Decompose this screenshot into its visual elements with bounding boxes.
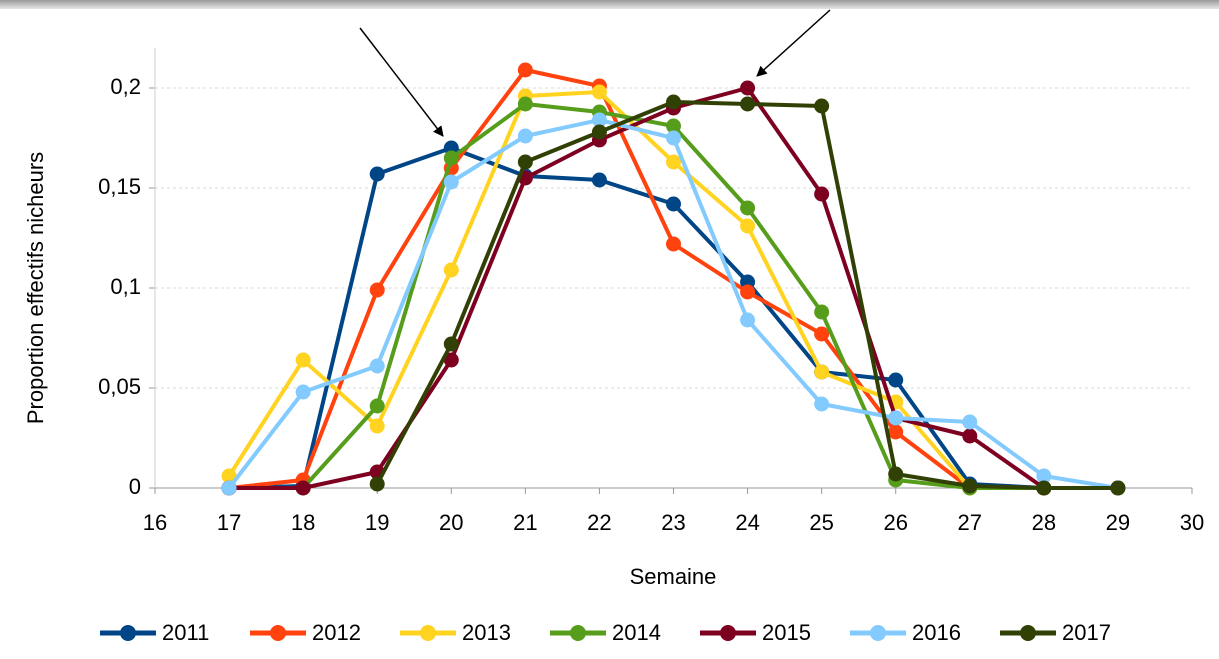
data-point: [740, 218, 756, 234]
x-tick-label: 18: [291, 510, 315, 535]
legend-label: 2011: [162, 620, 209, 645]
data-point: [666, 130, 681, 146]
data-point: [888, 424, 904, 440]
x-tick-label: 19: [365, 510, 389, 535]
data-point: [369, 476, 385, 492]
x-tick-label: 28: [1032, 510, 1056, 535]
x-tick-label: 22: [587, 510, 611, 535]
arrow: [359, 27, 444, 137]
data-point: [740, 200, 756, 216]
y-axis-label: Proportion effectifs nicheurs: [23, 152, 48, 424]
legend-label: 2012: [312, 620, 361, 645]
y-tick-label: 0,2: [110, 74, 141, 99]
data-point: [740, 284, 756, 300]
data-point: [443, 174, 459, 190]
legend-marker: [870, 625, 886, 641]
legend-label: 2013: [462, 620, 511, 645]
data-point: [814, 98, 830, 114]
data-point: [517, 96, 533, 112]
data-point: [962, 478, 978, 494]
data-point: [517, 62, 533, 78]
x-tick-label: 21: [513, 510, 537, 535]
data-point: [1036, 468, 1052, 484]
legend-label: 2014: [612, 620, 661, 645]
legend-marker: [270, 625, 286, 641]
data-point: [666, 154, 681, 170]
data-point: [443, 352, 459, 368]
legend-marker: [570, 625, 586, 641]
data-point: [740, 312, 756, 328]
data-point: [888, 410, 904, 426]
x-tick-label: 17: [217, 510, 241, 535]
data-point: [591, 172, 607, 188]
x-tick-label: 24: [735, 510, 759, 535]
data-point: [591, 112, 607, 128]
data-point: [369, 282, 385, 298]
legend-marker: [120, 625, 136, 641]
data-point: [295, 352, 311, 368]
data-point: [666, 196, 681, 212]
x-tick-label: 30: [1180, 510, 1204, 535]
data-point: [814, 304, 830, 320]
data-point: [221, 480, 237, 496]
data-point: [591, 124, 607, 140]
data-point: [517, 154, 533, 170]
legend-label: 2015: [762, 620, 811, 645]
data-point: [814, 186, 830, 202]
data-point: [517, 128, 533, 144]
data-point: [591, 84, 607, 100]
data-point: [221, 468, 237, 484]
x-tick-label: 16: [143, 510, 167, 535]
data-point: [740, 96, 756, 112]
data-point: [369, 418, 385, 434]
legend-marker: [1020, 625, 1036, 641]
data-point: [443, 336, 459, 352]
data-point: [740, 80, 756, 96]
y-tick-label: 0,15: [98, 174, 141, 199]
top-border: [0, 0, 1219, 9]
x-tick-label: 25: [809, 510, 833, 535]
legend-marker: [720, 625, 736, 641]
data-point: [443, 262, 459, 278]
data-point: [888, 466, 904, 482]
series-line: [227, 90, 1118, 490]
data-point: [888, 372, 904, 388]
x-tick-label: 27: [958, 510, 982, 535]
y-tick-label: 0,05: [98, 374, 141, 399]
legend-label: 2016: [912, 620, 961, 645]
data-point: [814, 326, 830, 342]
data-point: [295, 384, 311, 400]
data-point: [1110, 480, 1126, 496]
data-point: [962, 414, 978, 430]
data-point: [814, 364, 830, 380]
x-tick-label: 20: [439, 510, 463, 535]
data-point: [814, 396, 830, 412]
x-tick-label: 23: [661, 510, 685, 535]
data-point: [666, 236, 681, 252]
data-point: [666, 118, 681, 134]
data-point: [1036, 480, 1052, 496]
legend-label: 2017: [1062, 620, 1111, 645]
series-line: [227, 118, 1119, 490]
data-point: [962, 428, 978, 444]
y-tick-label: 0,1: [110, 274, 141, 299]
x-axis-label: Semaine: [630, 564, 717, 589]
data-point: [369, 358, 385, 374]
arrow: [756, 9, 831, 77]
data-point: [443, 150, 459, 166]
legend-marker: [420, 625, 436, 641]
x-tick-label: 29: [1106, 510, 1130, 535]
data-point: [369, 166, 385, 182]
data-point: [666, 94, 681, 110]
y-tick-label: 0: [129, 474, 141, 499]
data-point: [295, 480, 311, 496]
data-point: [369, 398, 385, 414]
x-tick-label: 26: [883, 510, 907, 535]
